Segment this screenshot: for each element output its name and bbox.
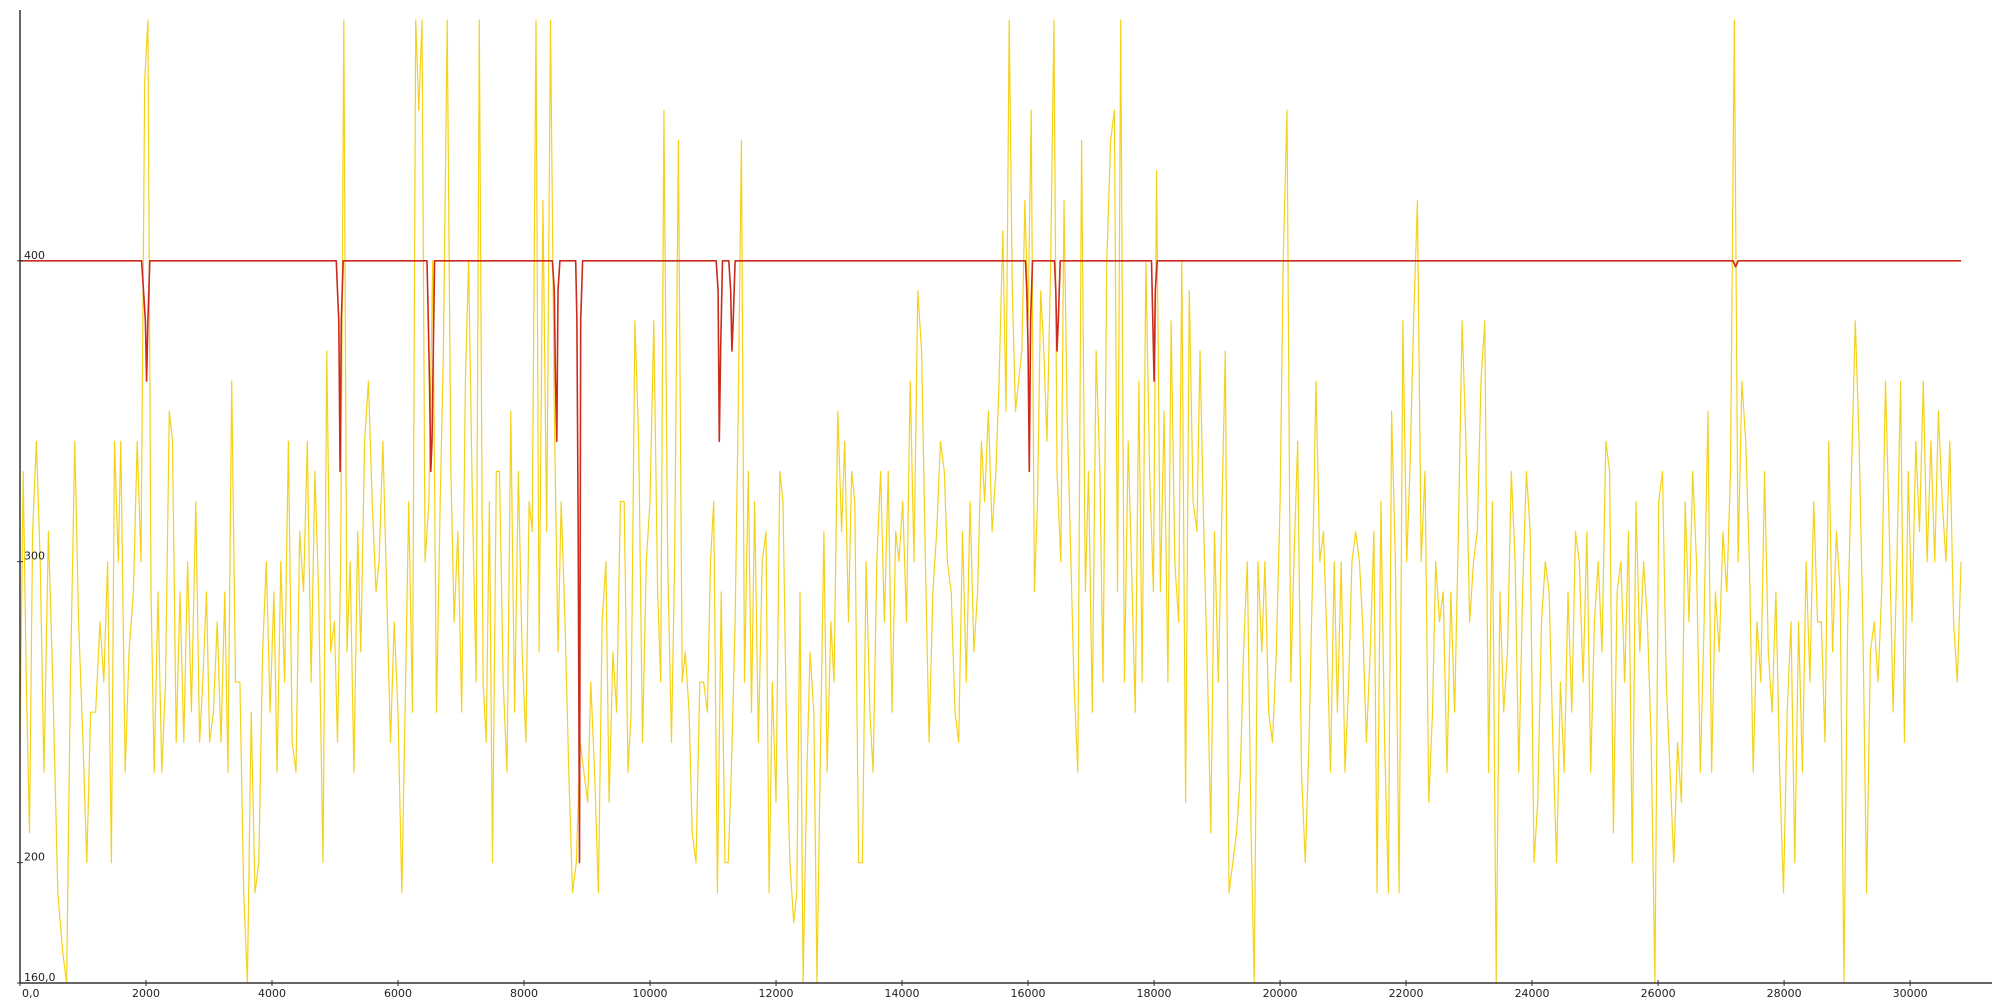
x-tick-label: 26000 (1641, 987, 1676, 1000)
y-tick-label: 160,0 (24, 971, 56, 984)
tick-layer: 0,0 2000 4000 6000 8000 10000 12000 14000 16000 1… (17, 249, 1928, 1000)
x-tick-label: 14000 (885, 987, 920, 1000)
x-tick-label: 24000 (1515, 987, 1550, 1000)
x-tick-label: 18000 (1137, 987, 1172, 1000)
series-layer (19, 19, 1962, 984)
series-1-line (19, 19, 1962, 984)
x-tick-label: 16000 (1011, 987, 1046, 1000)
x-tick-label: 6000 (384, 987, 412, 1000)
x-tick-label: 22000 (1389, 987, 1424, 1000)
x-tick-label: 4000 (258, 987, 286, 1000)
x-tick-label: 10000 (633, 987, 668, 1000)
x-tick-label: 30000 (1893, 987, 1928, 1000)
x-tick-label: 28000 (1767, 987, 1802, 1000)
x-tick-label: 8000 (510, 987, 538, 1000)
y-tick-label: 400 (24, 249, 45, 262)
series-2-line (20, 259, 1962, 864)
x-tick-label: 12000 (759, 987, 794, 1000)
x-tick-label: 0,0 (22, 987, 40, 1000)
x-tick-label: 2000 (132, 987, 160, 1000)
y-tick-label: 300 (24, 550, 45, 563)
x-tick-label: 20000 (1263, 987, 1298, 1000)
y-tick-label: 200 (24, 851, 45, 864)
